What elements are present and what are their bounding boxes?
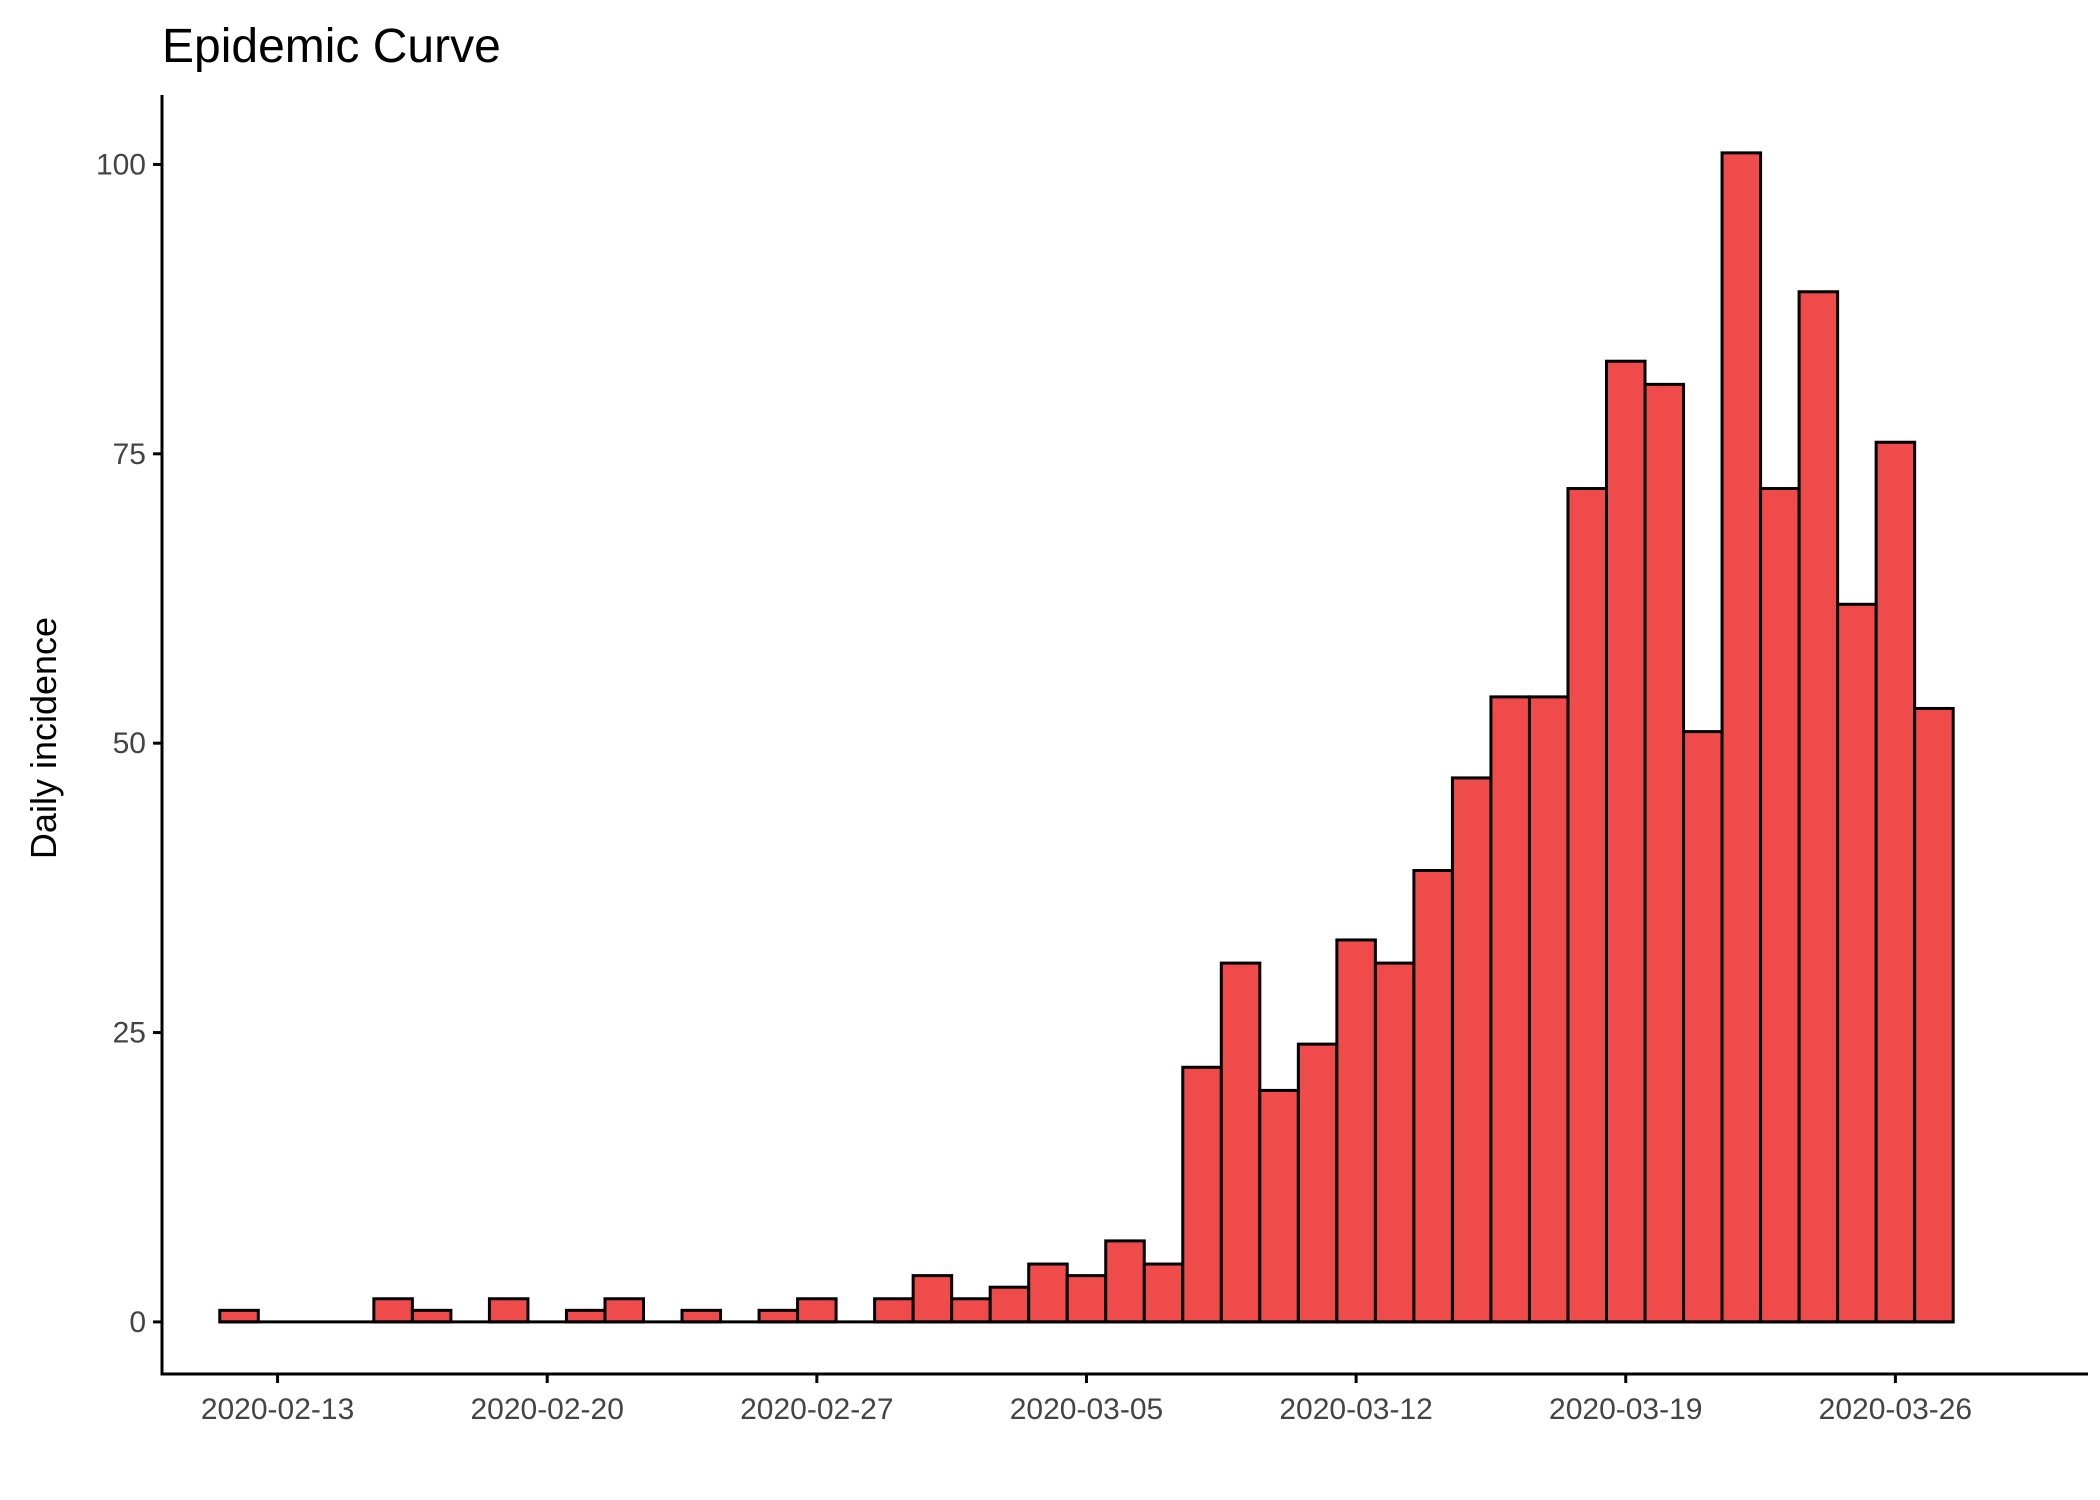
bar-2020-03-27: [1913, 706, 1955, 1324]
bar-2020-03-10: [1258, 1088, 1300, 1324]
bar-2020-03-25: [1836, 602, 1878, 1324]
bar-2020-02-27: [796, 1297, 838, 1324]
bar-2020-03-14: [1412, 869, 1454, 1324]
bar-2020-03-19: [1605, 359, 1647, 1324]
x-tick-label-2020-03-19: 2020-03-19: [1549, 1393, 1702, 1426]
bar-2020-03-16: [1489, 695, 1531, 1324]
bar-2020-03-26: [1874, 440, 1917, 1324]
bar-2020-02-21: [564, 1308, 607, 1324]
bar-2020-02-22: [603, 1297, 645, 1324]
bar-2020-03-22: [1720, 151, 1763, 1324]
x-tick-label-2020-02-27: 2020-02-27: [740, 1393, 893, 1426]
bar-2020-03-21: [1682, 730, 1724, 1324]
bar-2020-03-06: [1104, 1239, 1146, 1324]
bar-2020-03-02: [950, 1297, 992, 1324]
bar-2020-02-12: [218, 1308, 260, 1324]
bar-2020-03-20: [1643, 382, 1686, 1324]
y-tick-label-75: 75: [113, 438, 146, 471]
bar-2020-03-23: [1759, 487, 1801, 1324]
bar-2020-02-19: [487, 1297, 530, 1324]
y-axis-label: Daily incidence: [23, 617, 64, 859]
bar-2020-03-07: [1142, 1262, 1185, 1324]
bars-group: [218, 151, 1955, 1324]
bar-2020-03-15: [1450, 776, 1493, 1324]
bar-2020-03-09: [1219, 961, 1262, 1324]
bar-2020-03-08: [1181, 1065, 1223, 1324]
bar-2020-03-05: [1065, 1274, 1108, 1324]
bar-2020-03-24: [1797, 290, 1840, 1324]
bar-2020-02-16: [372, 1297, 414, 1324]
bar-2020-02-29: [873, 1297, 915, 1324]
y-tick-label-0: 0: [129, 1306, 146, 1339]
x-tick-label-2020-02-13: 2020-02-13: [201, 1393, 354, 1426]
bar-2020-03-13: [1373, 961, 1416, 1324]
y-tick-label-50: 50: [113, 727, 146, 760]
y-tick-label-25: 25: [113, 1017, 146, 1050]
x-tick-label-2020-03-05: 2020-03-05: [1010, 1393, 1163, 1426]
bar-2020-03-17: [1527, 695, 1570, 1324]
bar-2020-03-01: [911, 1274, 954, 1324]
x-tick-label-2020-03-12: 2020-03-12: [1279, 1393, 1432, 1426]
bar-2020-03-04: [1027, 1262, 1069, 1324]
chart-title: Epidemic Curve: [162, 20, 501, 73]
bar-2020-02-26: [757, 1308, 800, 1324]
bar-2020-03-03: [988, 1285, 1031, 1324]
bar-2020-02-24: [680, 1308, 723, 1324]
axes-group: 0 25 50 75 100 2020-02-13 2020-02-20 2020-02-27…: [96, 95, 2088, 1426]
bar-2020-03-18: [1566, 487, 1608, 1324]
x-tick-label-2020-03-26: 2020-03-26: [1819, 1393, 1972, 1426]
x-tick-label-2020-02-20: 2020-02-20: [470, 1393, 623, 1426]
bar-2020-02-17: [410, 1308, 453, 1324]
bar-2020-03-11: [1296, 1042, 1339, 1324]
bar-2020-03-12: [1335, 938, 1377, 1324]
y-tick-label-100: 100: [96, 148, 146, 181]
